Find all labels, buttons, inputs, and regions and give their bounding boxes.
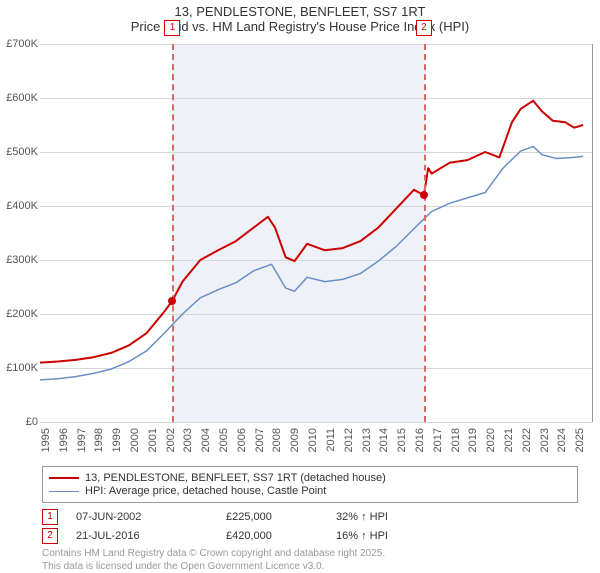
sale-number-box: 2 [42,528,58,544]
sale-row: 1 07-JUN-2002£225,00032% ↑ HPI [42,509,582,525]
marker-number-box: 1 [164,20,180,36]
y-tick-label: £300K [0,254,38,266]
chart-title-line1: 13, PENDLESTONE, BENFLEET, SS7 1RT [0,4,600,19]
gridline [40,44,592,45]
sale-date: 07-JUN-2002 [76,511,226,523]
legend-swatch [49,491,79,492]
legend-row: HPI: Average price, detached house, Cast… [49,485,571,497]
marker-dot [168,297,176,305]
legend-label: HPI: Average price, detached house, Cast… [85,485,326,497]
sale-number-box: 1 [42,509,58,525]
legend-swatch [49,477,79,479]
chart-container: 13, PENDLESTONE, BENFLEET, SS7 1RT Price… [0,0,600,560]
y-tick-label: £200K [0,308,38,320]
y-tick-label: £0 [0,416,38,428]
marker-number-box: 2 [416,20,432,36]
shaded-range [172,44,423,422]
gridline [40,314,592,315]
marker-line [172,44,174,422]
legend-box: 13, PENDLESTONE, BENFLEET, SS7 1RT (deta… [42,466,578,503]
sale-hpi: 32% ↑ HPI [336,511,456,523]
gridline [40,260,592,261]
y-tick-label: £100K [0,362,38,374]
sale-hpi: 16% ↑ HPI [336,530,456,542]
sale-price: £225,000 [226,511,336,523]
y-tick-label: £500K [0,146,38,158]
attribution-line2: This data is licensed under the Open Gov… [42,561,582,573]
marker-dot [420,191,428,199]
marker-line [424,44,426,422]
gridline [40,98,592,99]
plot-area: £0£100K£200K£300K£400K£500K£600K£700K199… [40,44,593,422]
chart-title-line2: Price paid vs. HM Land Registry's House … [0,19,600,34]
y-tick-label: £400K [0,200,38,212]
gridline [40,422,592,423]
title-block: 13, PENDLESTONE, BENFLEET, SS7 1RT Price… [0,0,600,34]
legend-label: 13, PENDLESTONE, BENFLEET, SS7 1RT (deta… [85,472,386,484]
y-tick-label: £700K [0,38,38,50]
gridline [40,152,592,153]
sale-row: 2 21-JUL-2016£420,00016% ↑ HPI [42,528,582,544]
gridline [40,206,592,207]
legend-row: 13, PENDLESTONE, BENFLEET, SS7 1RT (deta… [49,472,571,484]
gridline [40,368,592,369]
sales-table: 1 07-JUN-2002£225,00032% ↑ HPI 2 21-JUL-201… [42,509,582,544]
attribution-line1: Contains HM Land Registry data © Crown c… [42,548,582,561]
sale-date: 21-JUL-2016 [76,530,226,542]
y-tick-label: £600K [0,92,38,104]
attribution: Contains HM Land Registry data © Crown c… [42,548,582,573]
legend-area: 13, PENDLESTONE, BENFLEET, SS7 1RT (deta… [42,466,582,573]
sale-price: £420,000 [226,530,336,542]
